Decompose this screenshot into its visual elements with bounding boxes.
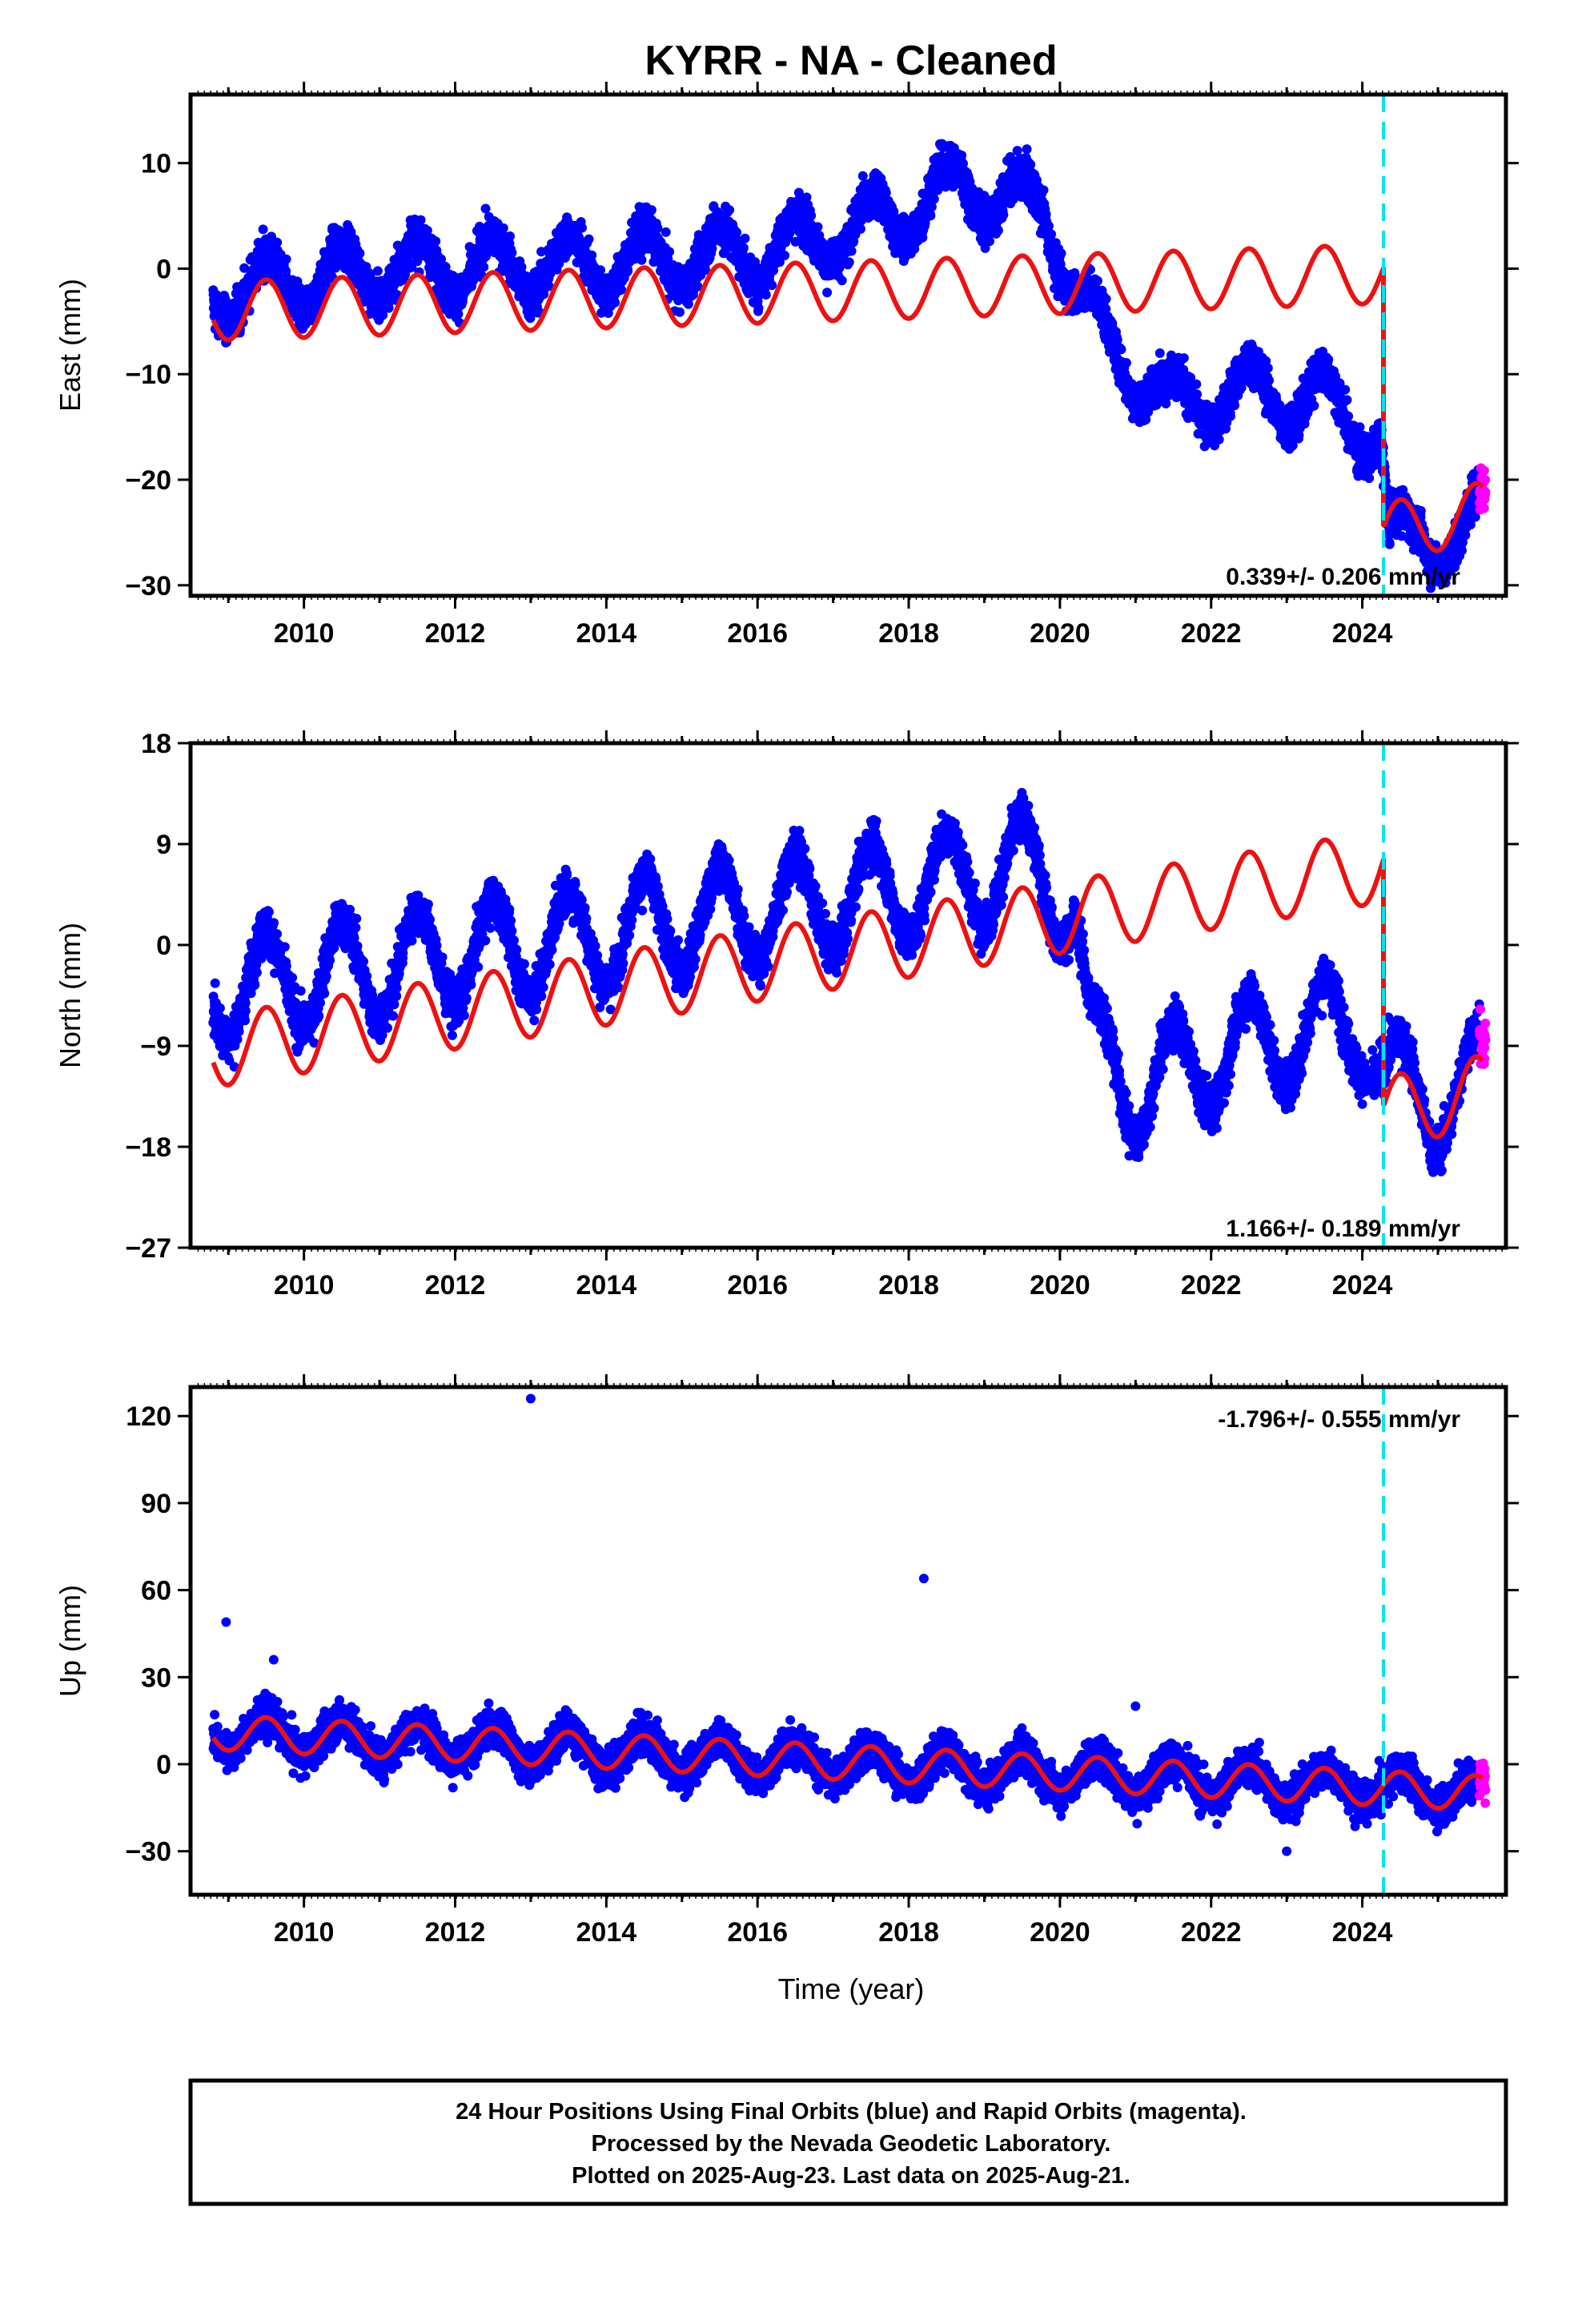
final-orbit-point	[767, 280, 777, 291]
east-panel: 2010 2012 2014 2016 2018 2020 2022 2024−30−20−1…	[54, 82, 1519, 649]
final-orbit-point	[1178, 353, 1189, 364]
final-orbit-point	[998, 210, 1009, 220]
final-orbit-point	[281, 266, 291, 276]
final-orbit-point	[479, 262, 489, 272]
final-orbit-point	[857, 171, 868, 181]
final-orbit-point	[1022, 144, 1032, 155]
final-orbit-point	[822, 287, 833, 298]
final-orbit-point	[1226, 411, 1235, 421]
final-orbit-point	[416, 215, 426, 225]
final-orbit-point	[732, 227, 742, 238]
final-orbit-point	[652, 223, 663, 233]
final-orbit-point	[584, 234, 594, 244]
final-orbit-point	[761, 290, 771, 300]
final-orbit-point	[623, 266, 633, 276]
final-orbit-point	[355, 248, 365, 259]
final-orbit-point	[498, 223, 508, 233]
final-orbit-point	[929, 194, 939, 204]
final-orbit-point	[926, 211, 936, 221]
final-orbit-point	[480, 203, 491, 214]
final-orbit-point	[507, 247, 517, 258]
final-orbit-point	[1121, 358, 1131, 368]
final-orbit-point	[740, 233, 750, 243]
final-orbit-point	[610, 297, 620, 308]
final-orbit-point	[738, 243, 749, 253]
final-orbit-point	[281, 254, 291, 264]
chart-title: KYRR - NA - Cleaned	[644, 38, 1057, 84]
final-orbit-point	[725, 205, 735, 215]
final-orbit-point	[837, 275, 847, 286]
final-orbit-point	[1026, 159, 1036, 170]
final-orbit-point	[813, 222, 823, 232]
final-orbit-point	[1154, 348, 1165, 358]
final-orbit-point	[378, 310, 388, 320]
final-orbit-point	[636, 255, 647, 265]
final-orbit-point	[346, 227, 356, 237]
final-orbit-point	[1192, 389, 1203, 400]
final-orbit-point	[985, 236, 994, 247]
final-orbit-point	[1101, 294, 1111, 304]
final-orbit-point	[587, 250, 597, 260]
final-orbit-point	[856, 223, 865, 234]
final-orbit-point	[505, 231, 515, 241]
final-orbit-point	[806, 211, 817, 221]
final-orbit-point	[1046, 229, 1057, 239]
final-orbit-point	[1191, 379, 1202, 389]
final-orbit-point	[665, 247, 675, 257]
final-orbit-point	[431, 236, 441, 247]
final-orbit-point	[383, 303, 394, 313]
final-orbit-point	[239, 263, 250, 273]
final-orbit-point	[596, 265, 605, 275]
final-orbit-point	[1093, 275, 1102, 286]
final-orbit-point	[675, 307, 685, 317]
final-orbit-point	[957, 151, 967, 160]
final-orbit-point	[1056, 248, 1066, 259]
final-orbit-point	[1214, 434, 1224, 444]
final-orbit-point	[1112, 335, 1122, 345]
final-orbit-point	[577, 223, 587, 233]
final-orbit-point	[844, 257, 854, 267]
final-orbit-point	[272, 237, 283, 247]
final-orbit-point	[846, 246, 857, 256]
final-orbit-point	[372, 266, 383, 276]
final-orbit-point	[1116, 344, 1126, 355]
final-orbit-point	[780, 251, 790, 260]
final-orbit-point	[646, 205, 656, 215]
final-orbit-point	[753, 303, 764, 313]
final-orbit-point	[1038, 185, 1049, 195]
final-orbit-points	[208, 139, 1484, 593]
final-orbit-point	[993, 225, 1003, 235]
final-orbit-point	[258, 224, 268, 235]
final-orbit-point	[661, 227, 671, 237]
final-orbit-point	[516, 262, 527, 272]
east-marks	[208, 94, 1491, 596]
final-orbit-point	[1230, 400, 1240, 411]
final-orbit-point	[1044, 221, 1054, 231]
